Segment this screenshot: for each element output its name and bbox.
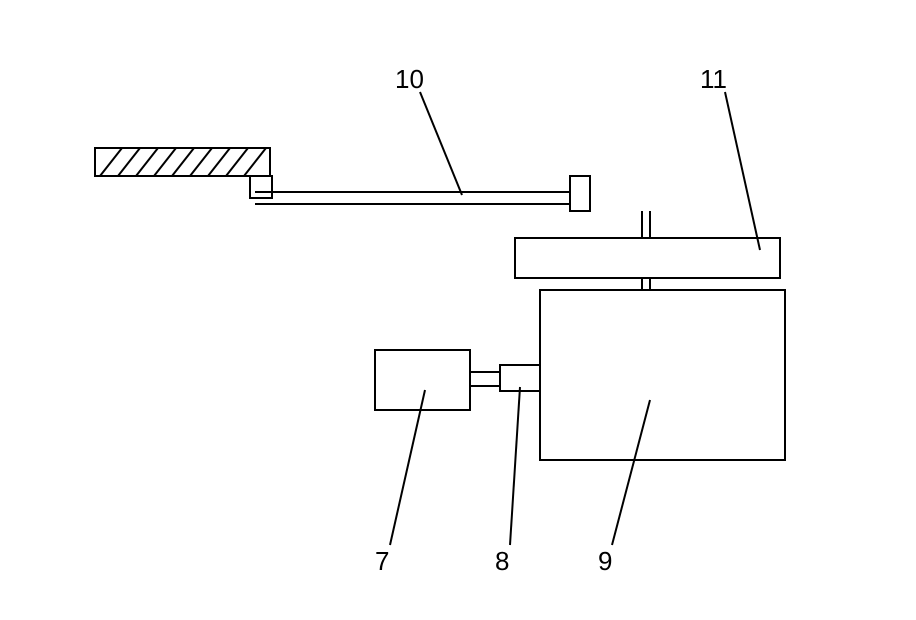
leader-8 (510, 387, 520, 545)
label-10: 10 (395, 64, 424, 94)
label-9: 9 (598, 546, 612, 576)
leader-7 (390, 390, 425, 545)
leader-10 (420, 92, 462, 195)
leader-9 (612, 400, 650, 545)
horizontal-bar (255, 192, 585, 204)
top-plate (515, 238, 780, 278)
vertical-shaft-top (642, 211, 650, 238)
bar-end-joint (570, 176, 590, 211)
vertical-shaft-mid (642, 278, 650, 290)
label-8: 8 (495, 546, 509, 576)
label-7: 7 (375, 546, 389, 576)
main-box (540, 290, 785, 460)
diagram-canvas: 10 11 7 8 9 (0, 0, 916, 620)
mount-connector (250, 176, 272, 198)
label-11: 11 (700, 64, 727, 94)
leader-11 (725, 92, 760, 250)
connector-8 (470, 372, 500, 386)
hatched-mount (95, 148, 270, 176)
